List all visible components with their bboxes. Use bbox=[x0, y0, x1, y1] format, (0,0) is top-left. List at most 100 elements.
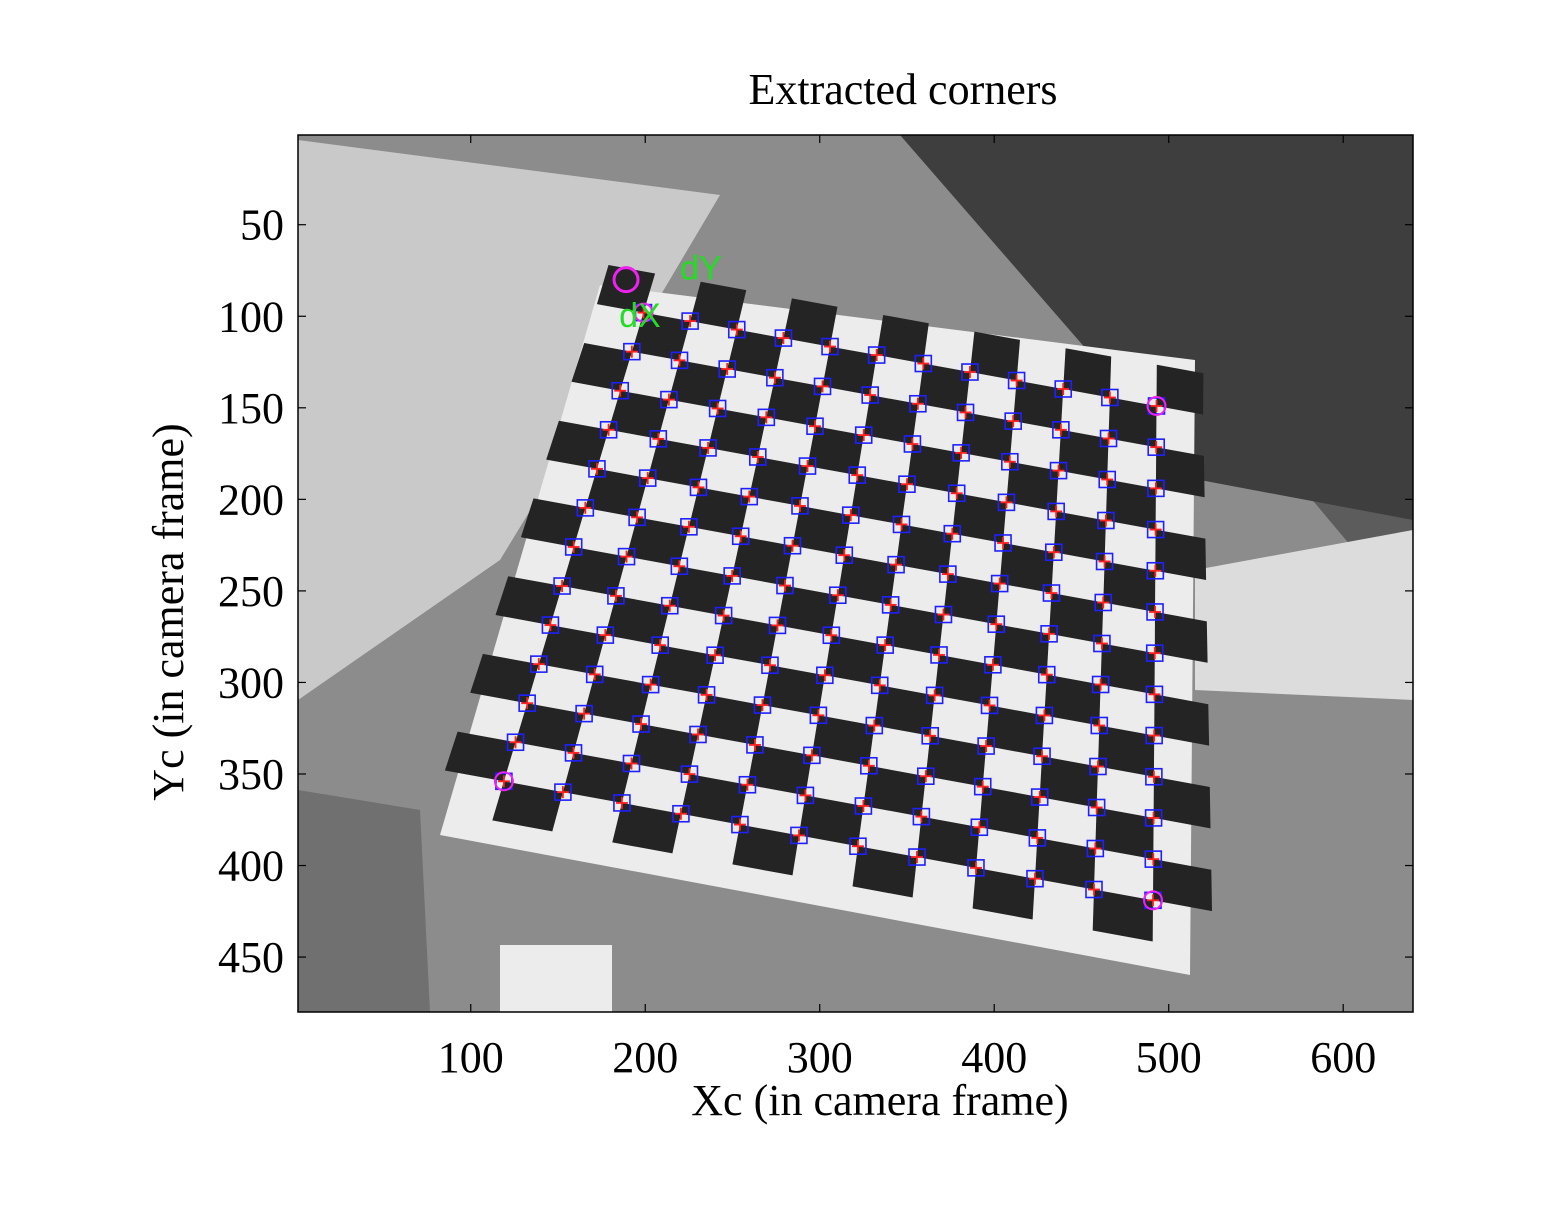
checker-square bbox=[986, 705, 1045, 757]
corner-box bbox=[564, 744, 583, 762]
corner-box bbox=[670, 557, 689, 576]
corner-box bbox=[649, 430, 668, 448]
corner-box bbox=[1144, 850, 1163, 868]
corner-box bbox=[1097, 511, 1115, 530]
checker-square bbox=[650, 645, 716, 695]
checker-square bbox=[952, 493, 1007, 543]
corner-box bbox=[518, 694, 536, 712]
checker-square bbox=[943, 574, 1000, 625]
x-axis-label: Xc (in camera frame) bbox=[691, 1076, 1068, 1125]
corner-box bbox=[708, 399, 727, 418]
checker-square bbox=[492, 781, 563, 832]
corner-box bbox=[731, 527, 750, 546]
checker-square bbox=[688, 487, 750, 537]
corner-box bbox=[697, 686, 716, 704]
checker-square bbox=[1039, 756, 1098, 808]
corner-box bbox=[611, 381, 630, 400]
corner-box bbox=[1037, 665, 1056, 684]
checker-square bbox=[777, 585, 838, 636]
corner-box bbox=[689, 725, 707, 744]
corner-box bbox=[1101, 388, 1119, 407]
corner-box bbox=[740, 487, 759, 506]
corner-box bbox=[1090, 716, 1109, 735]
x-tick-label: 300 bbox=[787, 1033, 853, 1082]
checker-square bbox=[647, 438, 709, 488]
corner-box bbox=[1087, 798, 1106, 817]
card bbox=[500, 945, 612, 1012]
checker-square bbox=[749, 457, 808, 506]
checker-square bbox=[999, 543, 1054, 593]
corner-box bbox=[934, 605, 953, 624]
checker-square bbox=[917, 363, 970, 413]
annotation-label: dY bbox=[680, 250, 722, 288]
corner-box bbox=[984, 655, 1002, 674]
corner-box bbox=[699, 439, 717, 457]
checker-square bbox=[1108, 397, 1157, 448]
y-axis-label: Yc (in camera frame) bbox=[144, 423, 193, 800]
corner-box bbox=[990, 574, 1009, 593]
checker-square bbox=[596, 265, 656, 313]
x-tick-label: 200 bbox=[612, 1033, 678, 1082]
checker-square bbox=[690, 281, 747, 330]
corner-box bbox=[672, 804, 690, 823]
y-tick-label: 50 bbox=[240, 201, 284, 250]
corner-box bbox=[506, 733, 525, 752]
corner-box bbox=[1093, 634, 1111, 653]
corner-box bbox=[1089, 757, 1107, 776]
corner-box bbox=[867, 346, 886, 364]
corner-box bbox=[638, 469, 657, 487]
checker-square bbox=[1103, 561, 1156, 612]
annotation-label: dX bbox=[619, 297, 661, 335]
corner-box bbox=[714, 606, 733, 625]
y-tick-label: 150 bbox=[218, 384, 284, 433]
corner-box bbox=[952, 444, 970, 462]
corner-box bbox=[1026, 869, 1044, 888]
corner-box bbox=[1049, 461, 1068, 480]
corner-box bbox=[1004, 412, 1023, 430]
checker-square bbox=[837, 555, 897, 605]
corner-box bbox=[796, 786, 815, 805]
origin-marker bbox=[612, 266, 640, 294]
corner-box bbox=[766, 368, 784, 387]
corner-box bbox=[947, 484, 966, 503]
corner-box bbox=[776, 576, 794, 595]
checker-square bbox=[1013, 380, 1064, 430]
checker-square bbox=[792, 505, 851, 556]
checker-square bbox=[1044, 674, 1101, 726]
checker-square bbox=[546, 420, 609, 469]
plot-area bbox=[298, 135, 1413, 1012]
corner-box bbox=[607, 587, 625, 605]
corner-box bbox=[1045, 543, 1063, 562]
corner-box bbox=[970, 818, 989, 837]
checker-square bbox=[807, 426, 864, 476]
corner-box bbox=[689, 478, 708, 497]
end-corner-marker bbox=[493, 771, 514, 792]
corner-box bbox=[908, 848, 926, 866]
corner-box bbox=[987, 615, 1006, 633]
corner-box bbox=[898, 475, 916, 494]
corner-box bbox=[1052, 421, 1070, 439]
checker-square bbox=[863, 765, 926, 817]
checker-square bbox=[979, 786, 1040, 838]
corner-box bbox=[1042, 584, 1061, 602]
checker-square bbox=[1053, 511, 1106, 562]
corner-box bbox=[849, 837, 867, 856]
corner-box bbox=[768, 616, 787, 635]
corner-box bbox=[731, 815, 749, 834]
checker-square bbox=[747, 744, 812, 796]
corner-box bbox=[680, 765, 699, 783]
checker-square bbox=[444, 731, 516, 782]
checker-square bbox=[1095, 807, 1154, 860]
corner-box bbox=[1147, 438, 1166, 456]
checker-square bbox=[680, 774, 748, 825]
checker-square bbox=[1006, 461, 1059, 512]
checker-square bbox=[992, 624, 1050, 675]
corner-box bbox=[956, 403, 975, 422]
checker-square bbox=[698, 694, 763, 745]
corner-box bbox=[1145, 767, 1163, 786]
checker-square bbox=[584, 674, 651, 724]
extracted-corners bbox=[493, 302, 1167, 911]
corner-box bbox=[727, 320, 746, 339]
checker-square bbox=[585, 468, 648, 518]
corner-box bbox=[660, 596, 679, 615]
